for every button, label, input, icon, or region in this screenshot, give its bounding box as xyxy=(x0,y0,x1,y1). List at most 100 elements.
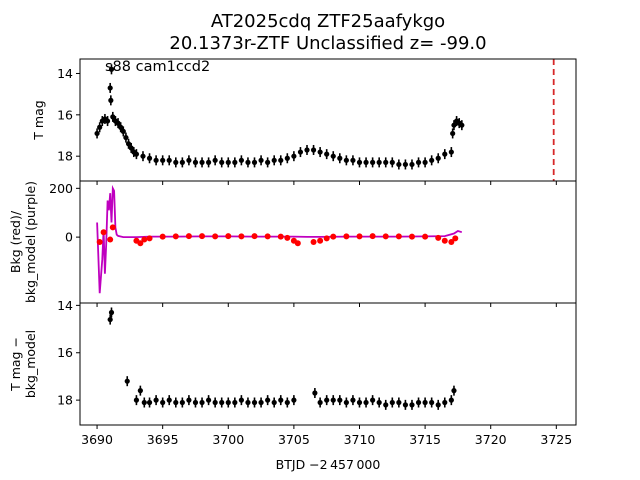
data-point xyxy=(343,399,349,406)
data-point xyxy=(350,157,356,163)
data-point xyxy=(442,399,448,406)
bkg-point xyxy=(284,234,291,241)
data-point xyxy=(448,149,454,155)
bkg-point xyxy=(435,234,442,241)
data-point xyxy=(192,159,199,165)
data-point xyxy=(238,397,244,403)
y-tick-label: 18 xyxy=(57,149,73,164)
data-point xyxy=(350,397,356,403)
data-point xyxy=(245,399,251,406)
data-point xyxy=(120,128,126,134)
data-point xyxy=(317,149,323,155)
data-point xyxy=(324,397,330,403)
data-point xyxy=(415,399,422,406)
bkg-point xyxy=(264,233,271,240)
data-point xyxy=(383,402,389,408)
bkg-point xyxy=(96,239,103,245)
data-point xyxy=(343,157,349,163)
y-tick-label: 18 xyxy=(57,393,73,408)
bkg-point xyxy=(137,240,144,247)
data-point xyxy=(232,159,238,165)
x-tick-label: 3725 xyxy=(540,432,572,447)
x-axis-label: BTJD −2 457 000 xyxy=(276,457,381,472)
bkg-point xyxy=(100,229,107,236)
data-point xyxy=(160,399,166,406)
y-tick-label: 14 xyxy=(57,298,73,313)
data-point xyxy=(278,157,284,163)
data-point xyxy=(356,159,363,165)
data-point xyxy=(245,159,251,165)
data-point xyxy=(459,122,465,128)
bkg-point xyxy=(330,233,337,240)
data-point xyxy=(123,134,129,141)
x-tick-label: 3705 xyxy=(278,432,310,447)
data-point xyxy=(212,399,218,406)
data-point xyxy=(192,399,199,406)
axes-frame xyxy=(79,180,577,304)
data-point xyxy=(376,399,382,406)
bkg-point xyxy=(356,233,363,240)
data-point xyxy=(450,130,456,137)
data-point xyxy=(383,159,389,165)
bkg-point xyxy=(382,233,389,240)
data-point xyxy=(133,151,140,157)
data-point xyxy=(278,397,284,403)
data-point xyxy=(212,157,218,163)
data-point xyxy=(422,399,428,406)
data-point xyxy=(219,159,225,165)
data-point xyxy=(133,397,140,403)
bkg-point xyxy=(317,237,324,244)
data-point xyxy=(108,66,115,72)
y-tick-label: 14 xyxy=(57,66,73,81)
panel-bottom-corrected-mag: 14 16 18 3690 3695 3700 3705 3710 3715 3720 3725 T … xyxy=(8,298,577,447)
bkg-point xyxy=(448,239,455,245)
data-point xyxy=(324,151,330,157)
data-point xyxy=(108,309,115,316)
bkg-point xyxy=(323,235,330,242)
data-point xyxy=(205,397,212,403)
y-tick-label: 16 xyxy=(57,345,73,360)
data-point xyxy=(258,399,264,406)
data-point xyxy=(146,399,153,406)
data-point xyxy=(451,388,457,394)
data-point xyxy=(389,399,395,406)
data-point xyxy=(225,399,231,406)
bkg-point xyxy=(172,233,179,240)
data-point xyxy=(251,399,258,406)
data-point xyxy=(115,120,121,126)
data-point xyxy=(429,399,435,406)
data-point xyxy=(205,159,212,165)
data-point xyxy=(104,118,111,124)
panel-middle-background: 0 200 Bkg (red)/bkg_model (purple) xyxy=(8,180,577,307)
data-point xyxy=(370,159,376,165)
x-tick-label: 3710 xyxy=(344,432,376,447)
data-point xyxy=(448,397,454,403)
data-point xyxy=(146,155,153,161)
bkg-point xyxy=(422,233,429,240)
y-axis-label-line1: Bkg (red)/ xyxy=(8,210,23,273)
data-point xyxy=(108,97,114,103)
x-tick-label: 3720 xyxy=(475,432,507,447)
data-point xyxy=(396,399,402,406)
bkg-point xyxy=(343,233,350,240)
bkg-point xyxy=(199,233,206,240)
bkg-model-line xyxy=(96,184,463,294)
data-point xyxy=(304,147,310,153)
data-point xyxy=(389,159,395,165)
axes-frame xyxy=(79,302,577,426)
data-point xyxy=(179,399,185,406)
bkg-point xyxy=(109,224,116,231)
data-point xyxy=(97,124,103,130)
data-point xyxy=(232,399,238,406)
y-axis-label: T mag xyxy=(31,100,46,140)
bkg-point xyxy=(159,233,166,240)
data-point xyxy=(166,157,172,163)
data-point xyxy=(284,155,290,161)
data-point xyxy=(442,151,448,157)
bkg-point xyxy=(277,233,284,240)
data-point xyxy=(140,153,146,159)
data-point xyxy=(186,397,192,403)
bkg-point xyxy=(225,233,232,240)
x-tick-label: 3700 xyxy=(212,432,244,447)
